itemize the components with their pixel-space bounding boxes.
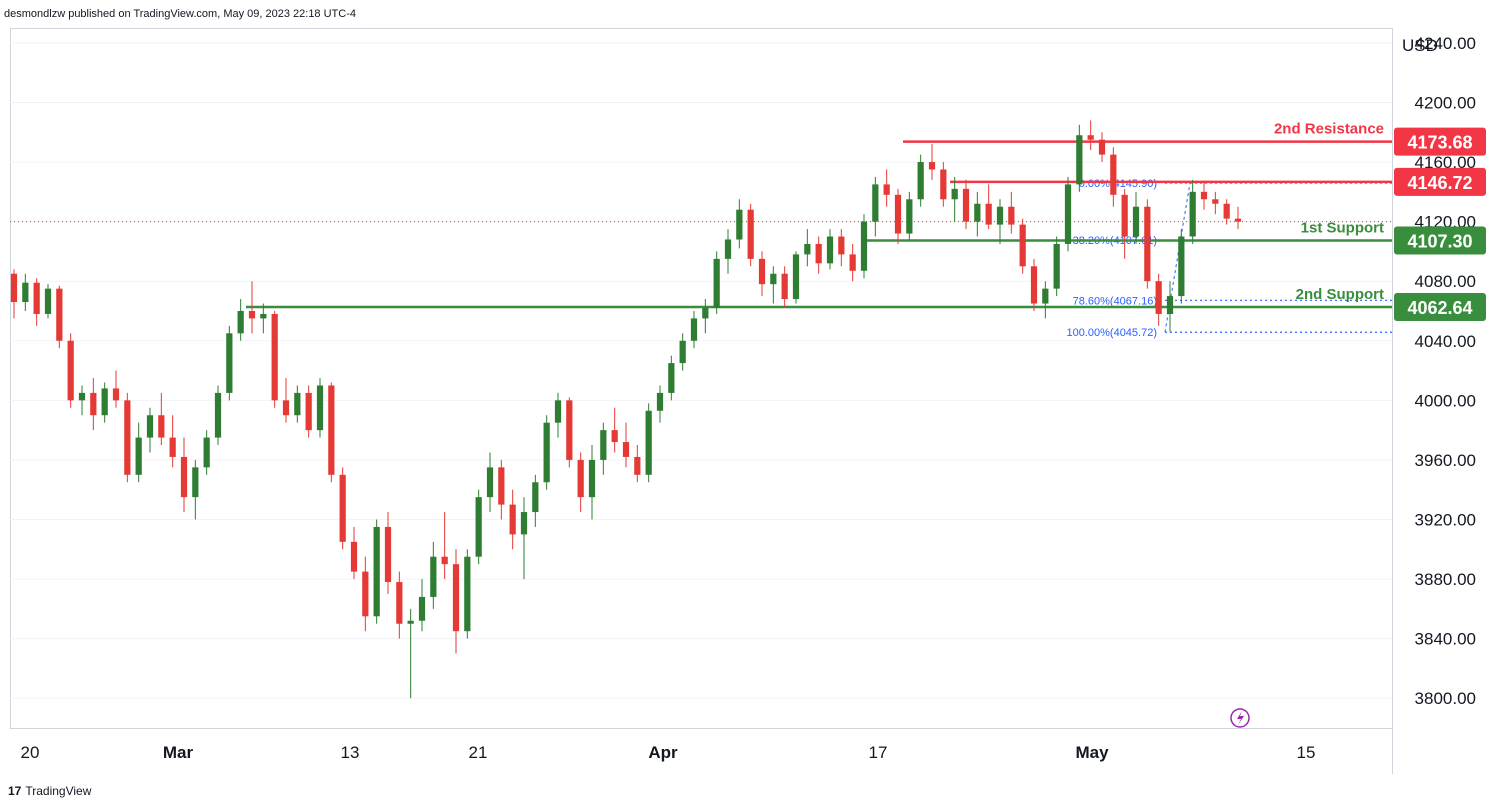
currency-label: USD: [1402, 36, 1438, 55]
publisher-line: desmondlzw published on TradingView.com,…: [4, 8, 356, 20]
time-axis[interactable]: [10, 728, 1392, 775]
chart-pane[interactable]: [10, 28, 1393, 729]
brand-label: TradingView: [25, 784, 92, 798]
tradingview-footer: 17 TradingView: [8, 784, 91, 798]
tradingview-logo-icon: 17: [8, 784, 22, 798]
price-axis[interactable]: [1392, 28, 1498, 774]
